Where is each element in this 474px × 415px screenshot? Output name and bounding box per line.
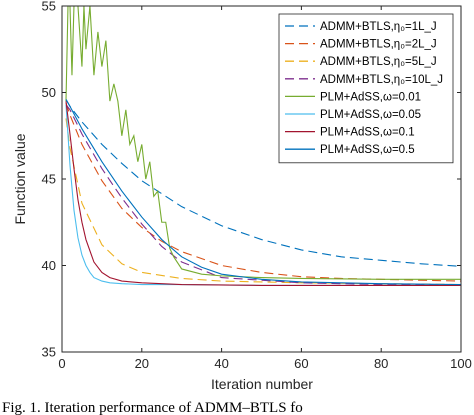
x-tick-label: 100	[450, 356, 472, 371]
x-tick-label: 40	[214, 356, 228, 371]
legend-label-6: PLM+AdSS,ω=0.05	[320, 109, 421, 121]
x-tick-label: 60	[294, 356, 308, 371]
x-tick-label: 80	[374, 356, 388, 371]
legend-label-7: PLM+AdSS,ω=0.1	[320, 127, 415, 139]
legend-label-8: PLM+AdSS,ω=0.5	[320, 144, 415, 156]
legend-label-2: ADMM+BTLS,η₀=2L_J	[320, 39, 437, 51]
legend-label-4: ADMM+BTLS,η₀=10L_J	[320, 74, 443, 86]
series-line-3	[65, 118, 461, 286]
y-tick-label: 50	[42, 85, 56, 100]
figure-caption: Fig. 1. Iteration performance of ADMM–BT…	[2, 400, 303, 415]
series-line-4	[65, 104, 461, 286]
series-line-7	[65, 101, 461, 286]
x-axis-label: Iteration number	[211, 376, 313, 392]
y-tick-label: 45	[42, 172, 56, 187]
series-line-1	[65, 99, 461, 267]
y-tick-label: 40	[42, 258, 56, 273]
x-tick-label: 0	[58, 356, 65, 371]
series-line-6	[65, 104, 461, 286]
series-line-5	[65, 6, 461, 280]
x-tick-label: 20	[135, 356, 149, 371]
legend-label-1: ADMM+BTLS,η₀=1L_J	[320, 21, 437, 33]
y-tick-label: 35	[42, 345, 56, 360]
legend-label-3: ADMM+BTLS,η₀=5L_J	[320, 56, 437, 68]
legend-label-5: PLM+AdSS,ω=0.01	[320, 91, 421, 103]
y-axis-label: Function value	[12, 133, 28, 224]
series-line-8	[65, 99, 461, 286]
legend-box	[278, 13, 454, 164]
legend: ADMM+BTLS,η₀=1L_J ADMM+BTLS,η₀=2L_J ADMM+B…	[278, 13, 454, 164]
y-tick-label: 55	[42, 0, 56, 14]
